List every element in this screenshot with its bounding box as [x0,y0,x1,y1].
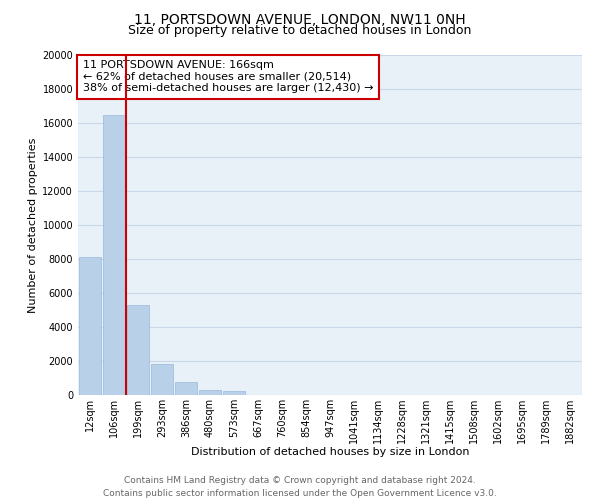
Bar [199,390,221,395]
Text: 11, PORTSDOWN AVENUE, LONDON, NW11 0NH: 11, PORTSDOWN AVENUE, LONDON, NW11 0NH [134,12,466,26]
Text: Contains HM Land Registry data © Crown copyright and database right 2024.
Contai: Contains HM Land Registry data © Crown c… [103,476,497,498]
Bar [151,364,173,395]
Bar [127,305,149,395]
Text: Size of property relative to detached houses in London: Size of property relative to detached ho… [128,24,472,37]
Y-axis label: Number of detached properties: Number of detached properties [28,138,38,312]
Bar [223,391,245,395]
X-axis label: Distribution of detached houses by size in London: Distribution of detached houses by size … [191,448,469,458]
Bar [103,114,125,395]
Text: 11 PORTSDOWN AVENUE: 166sqm
← 62% of detached houses are smaller (20,514)
38% of: 11 PORTSDOWN AVENUE: 166sqm ← 62% of det… [83,60,374,94]
Bar [175,382,197,395]
Bar [79,258,101,395]
